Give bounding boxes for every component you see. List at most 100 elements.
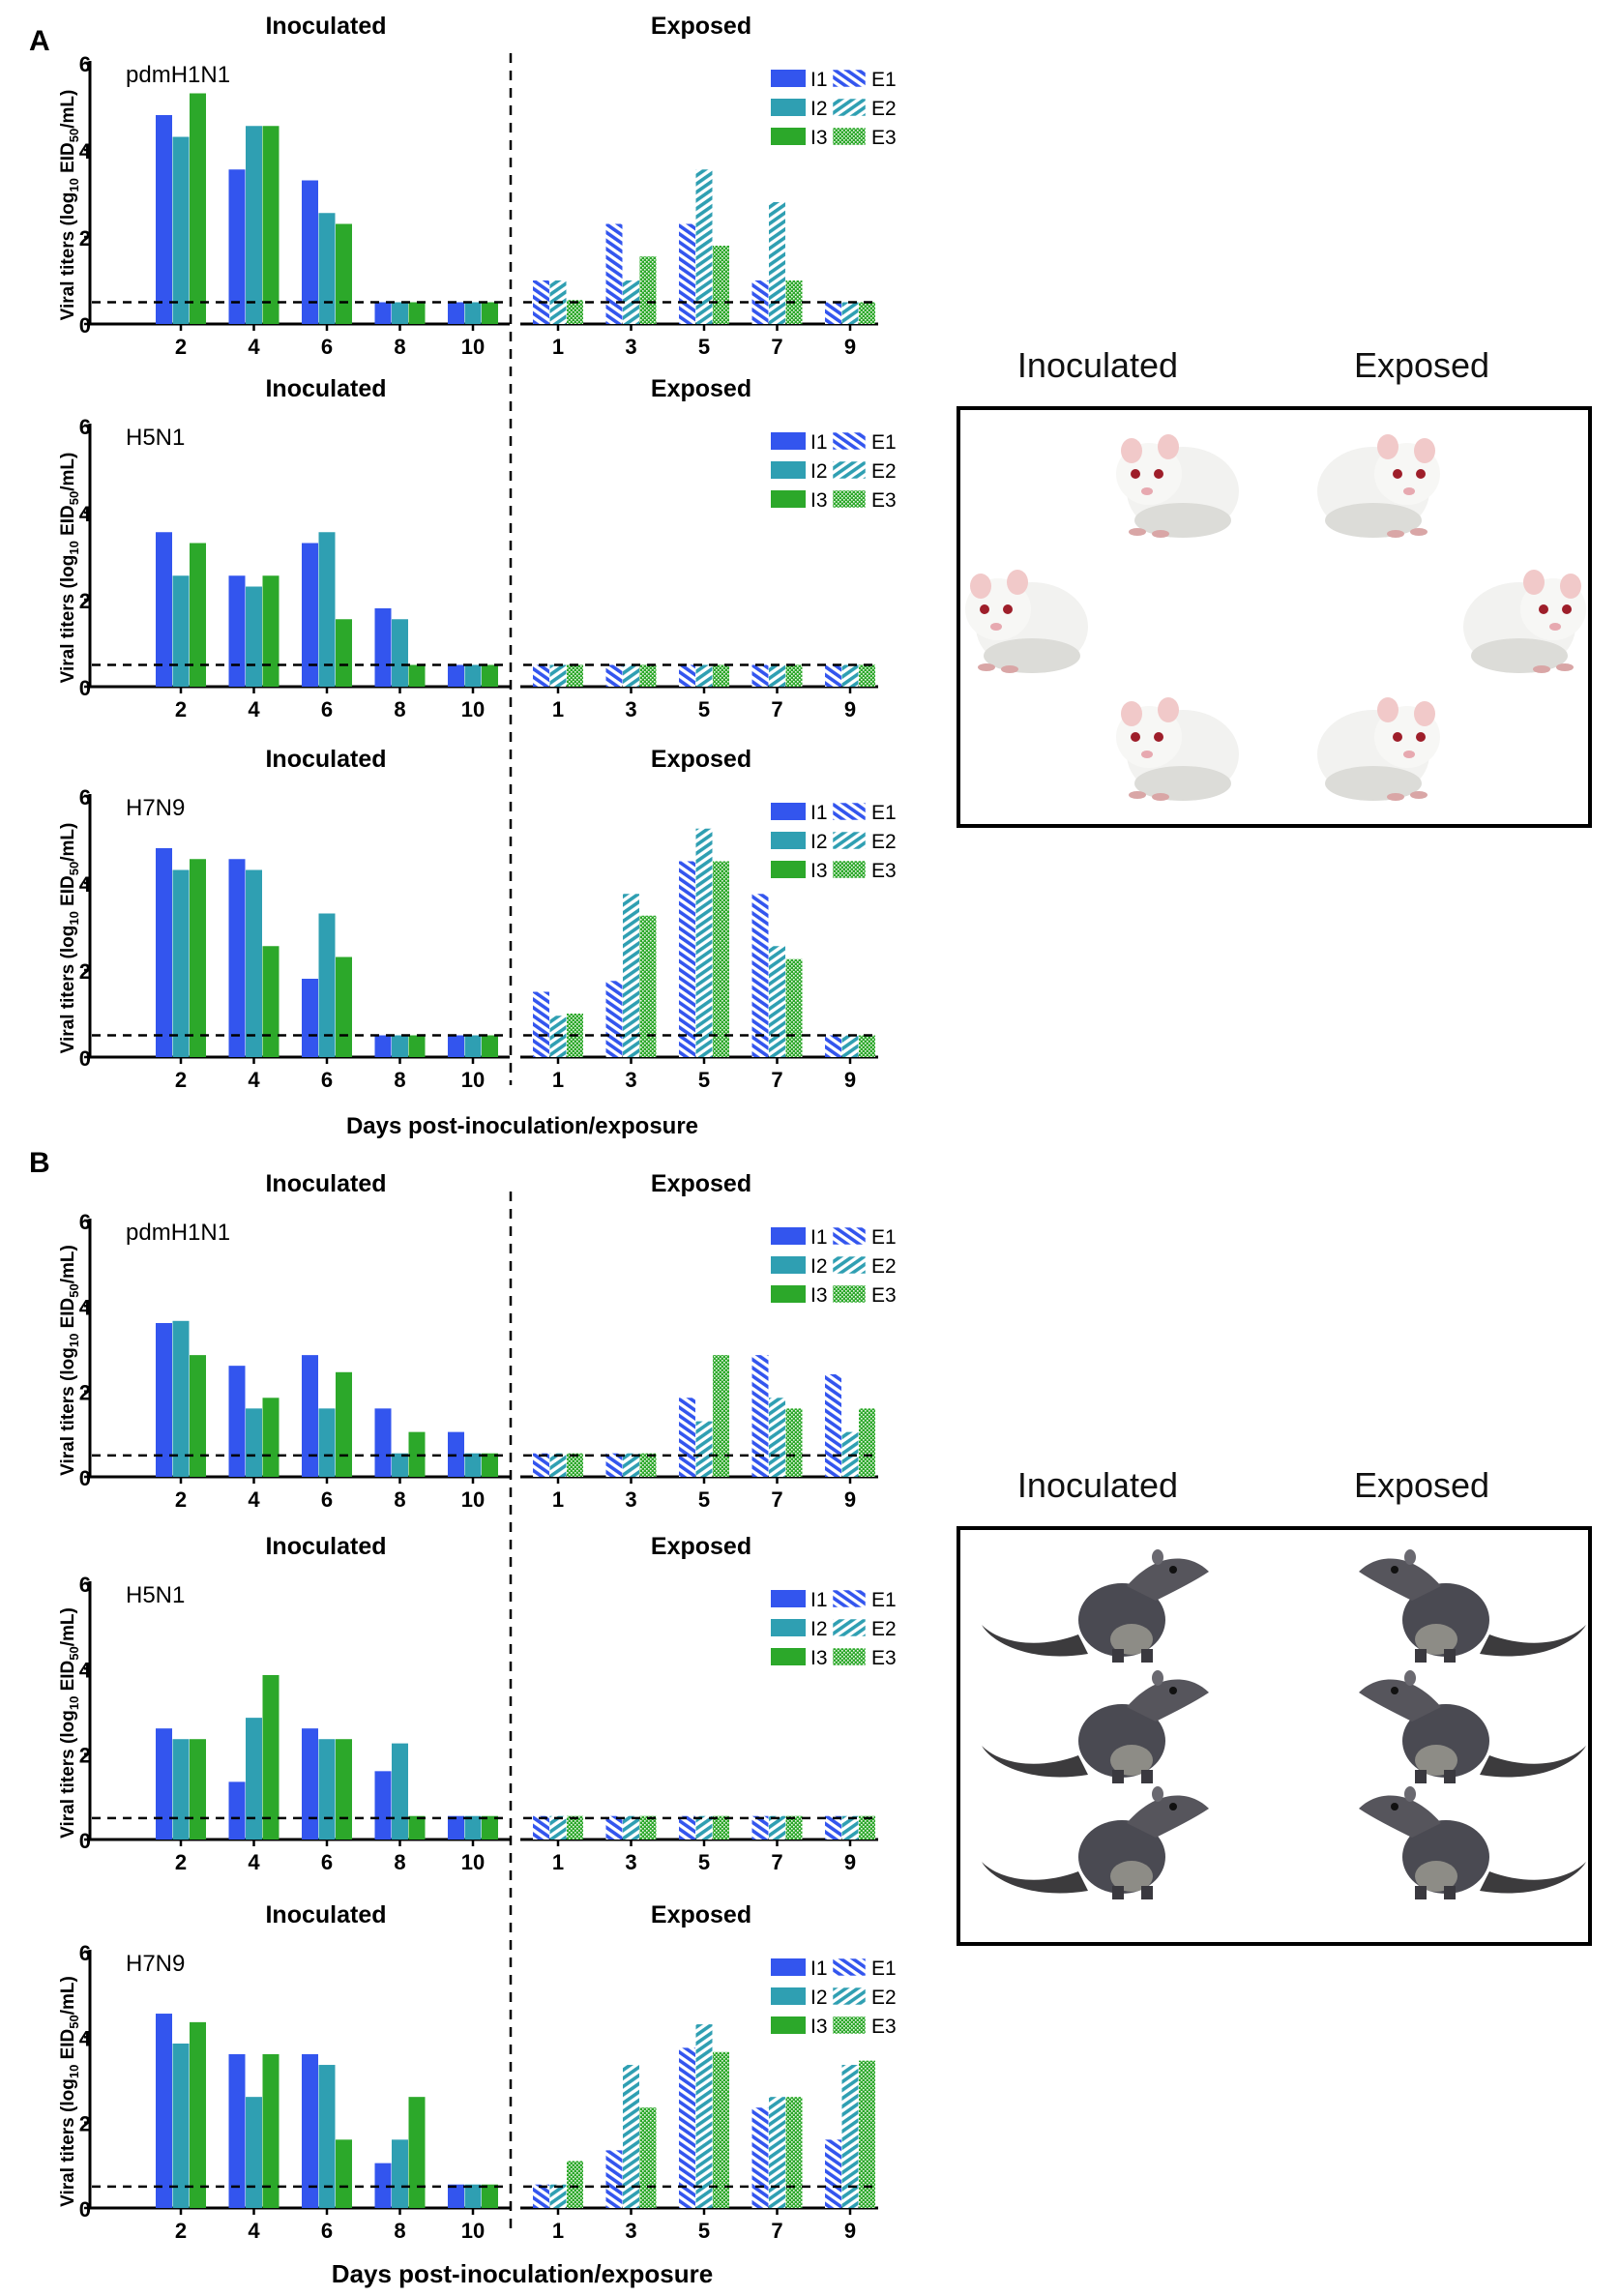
bar-i2-day-4 xyxy=(246,869,262,1057)
tree-shrew-icon xyxy=(982,1786,1209,1899)
illustration-b-title-exposed: Exposed xyxy=(1354,1465,1489,1505)
chart-row-a-h7n9: 0 2 4 6 Viral titers (log10 EID50/mL) H7N9 Ino… xyxy=(58,746,897,1092)
x-tick-label: 2 xyxy=(175,335,187,359)
bar-i2-day-2 xyxy=(172,1739,190,1840)
bar-e3-day-3 xyxy=(639,915,657,1057)
panel-letter-a: A xyxy=(29,25,50,57)
bar-e2-day-7 xyxy=(769,202,785,324)
legend-swatch-e1 xyxy=(832,1589,867,1608)
bar-i2-day-8 xyxy=(392,1453,408,1477)
x-tick-label: 9 xyxy=(844,2219,856,2243)
bar-i3-day-2 xyxy=(190,2021,206,2208)
exposed-title: Exposed xyxy=(651,746,751,773)
bar-i1-day-2 xyxy=(156,1323,172,1477)
bar-e1-day-9 xyxy=(825,664,841,687)
bar-e2-day-7 xyxy=(769,2097,785,2208)
x-tick-label: 10 xyxy=(461,2219,485,2243)
legend-label-i1: I1 xyxy=(810,1957,828,1980)
x-tick-label: 4 xyxy=(248,697,260,721)
x-tick-label: 7 xyxy=(771,1850,782,1874)
bar-i2-day-2 xyxy=(172,1320,190,1477)
inoculated-title: Inoculated xyxy=(265,1170,386,1197)
x-tick-label: 3 xyxy=(625,1068,636,1092)
virus-label: H5N1 xyxy=(126,1582,185,1608)
illustration-b: Inoculated Exposed xyxy=(957,1465,1592,1946)
x-tick-label: 10 xyxy=(461,1487,485,1512)
bar-i2-day-2 xyxy=(172,869,190,1057)
bar-e1-day-5 xyxy=(679,223,695,324)
bar-e2-day-3 xyxy=(623,894,639,1057)
y-tick-label: 6 xyxy=(79,785,91,809)
bar-e2-day-7 xyxy=(769,664,785,687)
x-tick-label: 1 xyxy=(552,1068,564,1092)
legend-swatch-i1 xyxy=(771,1590,806,1607)
panel-letter-b: B xyxy=(29,1147,50,1179)
bar-e1-day-7 xyxy=(751,2107,769,2208)
inoculated-title: Inoculated xyxy=(265,375,386,402)
x-tick-label: 9 xyxy=(844,1068,856,1092)
illustration-b-frame xyxy=(957,1526,1592,1946)
bar-e1-day-5 xyxy=(679,1815,695,1840)
bar-e1-day-5 xyxy=(679,2047,695,2208)
illustration-a-title-exposed: Exposed xyxy=(1354,345,1489,385)
legend-label-i3: I3 xyxy=(810,489,828,512)
bar-i2-day-10 xyxy=(464,1035,482,1057)
y-tick-label: 6 xyxy=(79,1210,91,1234)
bar-i1-day-6 xyxy=(302,979,318,1057)
y-tick-label: 2 xyxy=(79,589,91,613)
bar-i2-day-2 xyxy=(172,2043,190,2208)
bar-e1-day-9 xyxy=(825,1815,841,1840)
y-tick-label: 0 xyxy=(79,1829,91,1853)
bar-e3-day-1 xyxy=(567,300,583,324)
legend-swatch-e2 xyxy=(832,1987,867,2006)
y-tick-label: 0 xyxy=(79,676,91,700)
legend-swatch-i2 xyxy=(771,1987,806,2005)
legend-swatch-i2 xyxy=(771,99,806,116)
illustration-b-title-inoculated: Inoculated xyxy=(1017,1465,1178,1505)
bar-i2-day-10 xyxy=(464,302,482,324)
exposed-title: Exposed xyxy=(651,1533,751,1560)
legend-swatch-e3 xyxy=(832,489,867,509)
x-tick-label: 7 xyxy=(771,335,782,359)
bar-i2-day-8 xyxy=(392,619,408,687)
bar-e1-day-1 xyxy=(533,664,549,687)
legend-swatch-e3 xyxy=(832,2016,867,2035)
bar-e3-day-7 xyxy=(785,2097,803,2208)
legend-swatch-i3 xyxy=(771,861,806,878)
chart-row-b-h5n1: 0 2 4 6 Viral titers (log10 EID50/mL) H5N1 Ino… xyxy=(58,1533,897,1874)
legend-label-i2: I2 xyxy=(810,1255,828,1278)
legend-swatch-i1 xyxy=(771,1958,806,1976)
x-tick-label: 5 xyxy=(698,1068,710,1092)
x-tick-label: 2 xyxy=(175,1850,187,1874)
legend-label-i2: I2 xyxy=(810,1987,828,2009)
bar-e2-day-1 xyxy=(549,1815,567,1840)
bar-e3-day-7 xyxy=(785,1408,803,1477)
legend-label-e2: E2 xyxy=(871,1987,897,2009)
bar-e2-day-5 xyxy=(695,2024,713,2208)
bar-i2-day-2 xyxy=(172,575,190,687)
bar-e3-day-1 xyxy=(567,2161,583,2208)
bar-e2-day-3 xyxy=(623,280,639,324)
bar-i3-day-8 xyxy=(408,302,426,324)
legend-label-e2: E2 xyxy=(871,831,897,853)
legend-label-i3: I3 xyxy=(810,127,828,149)
bar-i1-day-4 xyxy=(228,1366,246,1477)
bar-e2-day-5 xyxy=(695,1421,713,1477)
x-tick-label: 5 xyxy=(698,1487,710,1512)
y-tick-label: 6 xyxy=(79,1573,91,1597)
bar-i2-day-6 xyxy=(318,913,336,1057)
virus-label: H7N9 xyxy=(126,795,185,821)
bar-i2-day-8 xyxy=(392,1743,408,1840)
x-tick-label: 4 xyxy=(248,1487,260,1512)
bar-i3-day-10 xyxy=(482,302,498,324)
legend-label-i2: I2 xyxy=(810,1618,828,1640)
bar-i3-day-4 xyxy=(262,946,280,1057)
x-tick-label: 7 xyxy=(771,1487,782,1512)
legend-label-e3: E3 xyxy=(871,489,897,512)
legend-swatch-e1 xyxy=(832,431,867,451)
exposed-title: Exposed xyxy=(651,1170,751,1197)
bar-e3-day-5 xyxy=(713,246,729,324)
legend-label-i2: I2 xyxy=(810,460,828,483)
x-tick-label: 6 xyxy=(321,335,333,359)
bar-e2-day-1 xyxy=(549,664,567,687)
